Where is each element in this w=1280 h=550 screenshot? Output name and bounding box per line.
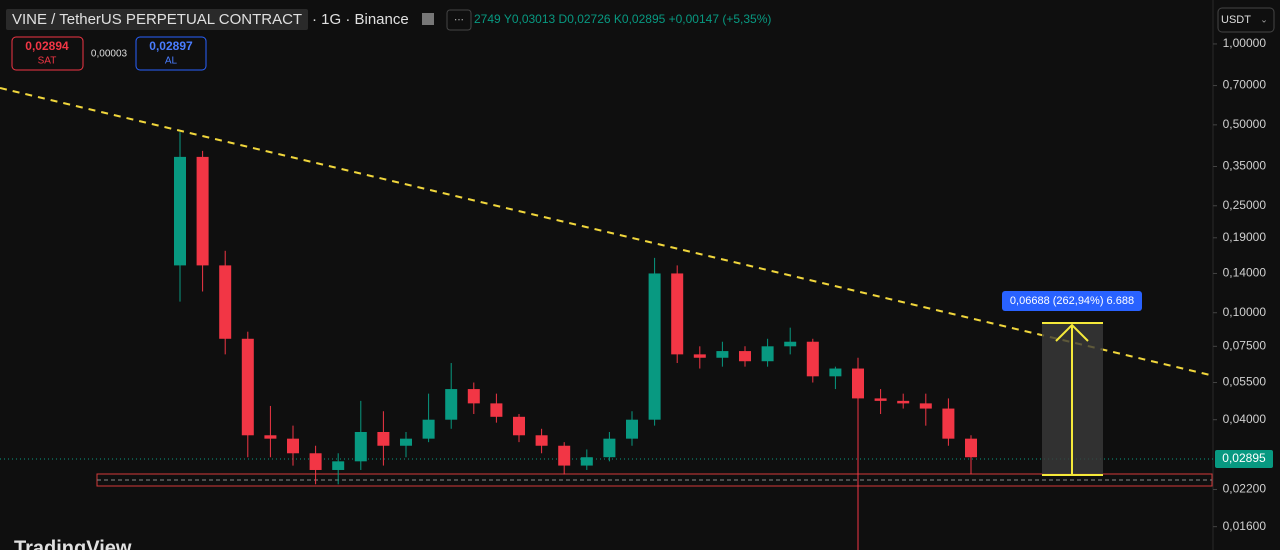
candle-body bbox=[219, 265, 232, 339]
candle-body bbox=[693, 354, 706, 358]
price-tag: 0,02895 bbox=[1222, 451, 1266, 465]
more-button[interactable] bbox=[446, 9, 472, 31]
more-dots: ∙∙∙ bbox=[454, 12, 464, 26]
candle-body bbox=[626, 419, 638, 439]
candle-body bbox=[897, 400, 910, 404]
y-tick-label: 0,02200 bbox=[1223, 482, 1267, 496]
y-tick-label: 0,19000 bbox=[1223, 230, 1267, 244]
ohlc: 2749 Y0,03013 D0,02726 K0,02895 +0,00147… bbox=[474, 12, 771, 26]
candle-body bbox=[535, 435, 548, 446]
sell-price: 0,02894 bbox=[25, 39, 69, 53]
y-tick-label: 0,04000 bbox=[1223, 412, 1267, 426]
candle-body bbox=[445, 389, 458, 420]
candle-body bbox=[806, 341, 819, 377]
measure-label: 0,06688 (262,94%) 6.688 bbox=[1010, 295, 1134, 307]
dropdown-caret: ⌄ bbox=[1260, 14, 1268, 24]
candle-body bbox=[965, 438, 977, 458]
candle-body bbox=[309, 453, 322, 470]
candle-body bbox=[174, 156, 186, 266]
y-tick-label: 0,05500 bbox=[1223, 375, 1267, 389]
candle-body bbox=[942, 408, 955, 439]
buy-button[interactable] bbox=[135, 36, 207, 71]
candle-body bbox=[196, 156, 209, 266]
candle-body bbox=[716, 351, 729, 358]
candle-body bbox=[513, 416, 525, 436]
candle-body bbox=[739, 351, 751, 362]
pane bbox=[0, 87, 1213, 550]
buy-price: 0,02897 bbox=[149, 39, 193, 53]
candle-body bbox=[558, 445, 571, 466]
sell-button[interactable] bbox=[11, 36, 84, 71]
measure-arrowhead bbox=[1055, 323, 1089, 342]
candle-body bbox=[784, 341, 797, 347]
y-tick-label: 0,25000 bbox=[1223, 198, 1267, 212]
candle-body bbox=[377, 431, 390, 446]
candle-body bbox=[919, 403, 932, 409]
candle-body bbox=[603, 438, 616, 458]
candle-body bbox=[874, 398, 887, 401]
candle-body bbox=[332, 461, 345, 470]
buy-label: AL bbox=[165, 56, 178, 67]
candle-body bbox=[648, 273, 661, 420]
y-tick-label: 0,07500 bbox=[1223, 338, 1267, 352]
currency-select[interactable] bbox=[1217, 7, 1275, 33]
y-tick-label: 0,10000 bbox=[1223, 305, 1267, 319]
candle-body bbox=[829, 368, 842, 377]
candle-body bbox=[852, 368, 864, 399]
y-tick-label: 0,14000 bbox=[1223, 266, 1267, 280]
flag-icon[interactable] bbox=[422, 13, 434, 25]
logo: TradingView bbox=[14, 537, 132, 550]
spread: 0,00003 bbox=[91, 49, 128, 60]
interval: · 1G · Binance bbox=[312, 11, 409, 28]
candle-body bbox=[400, 438, 412, 446]
y-tick-label: 0,01600 bbox=[1223, 519, 1267, 533]
candle-body bbox=[467, 389, 480, 404]
candle-body bbox=[761, 346, 774, 362]
candle-body bbox=[264, 435, 277, 439]
symbol-title[interactable]: VINE / TetherUS PERPETUAL CONTRACT bbox=[12, 11, 302, 28]
candle-body bbox=[241, 338, 254, 436]
y-tick-label: 0,70000 bbox=[1223, 78, 1267, 92]
sell-label: SAT bbox=[38, 56, 57, 67]
y-tick-label: 0,50000 bbox=[1223, 117, 1267, 131]
measure-label-bg bbox=[1002, 291, 1142, 311]
price-tag-bg bbox=[1215, 450, 1273, 468]
candle-body bbox=[671, 273, 684, 355]
title-bg bbox=[6, 9, 308, 30]
candle-body bbox=[580, 457, 593, 466]
y-tick-label: 0,35000 bbox=[1223, 159, 1267, 173]
candle-body bbox=[422, 419, 435, 439]
candle-body bbox=[287, 438, 299, 454]
candle-body bbox=[354, 431, 367, 462]
candle-body bbox=[490, 403, 503, 417]
y-tick-label: 1,00000 bbox=[1223, 36, 1267, 50]
currency: USDT bbox=[1221, 14, 1251, 26]
